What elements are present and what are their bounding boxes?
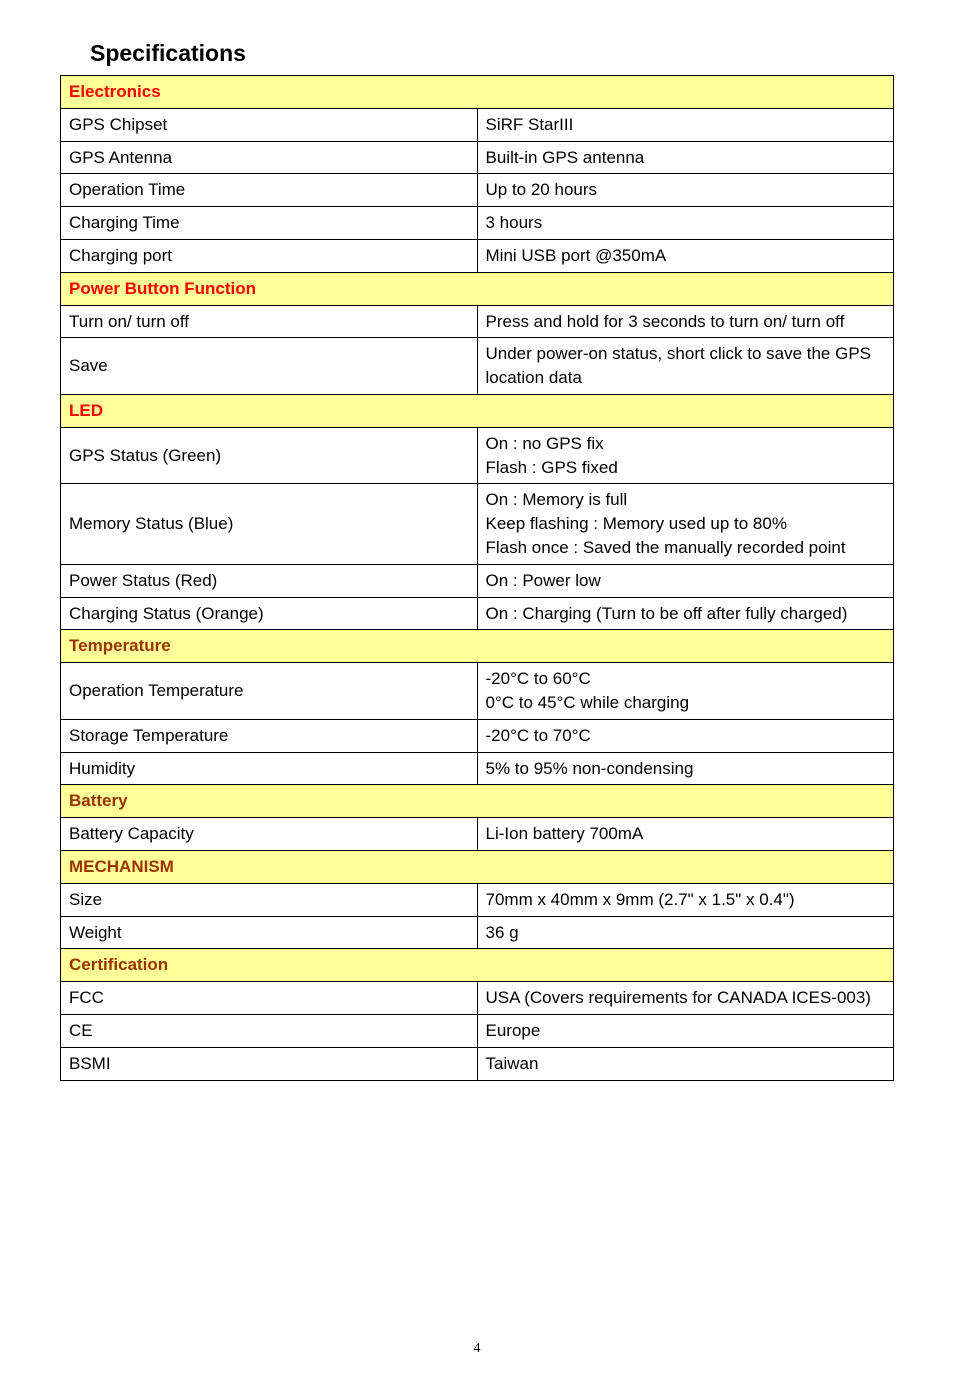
table-row: Charging Time 3 hours	[61, 207, 894, 240]
table-row: GPS Chipset SiRF StarIII	[61, 108, 894, 141]
table-row: GPS Status (Green) On : no GPS fix Flash…	[61, 427, 894, 484]
table-row: Turn on/ turn off Press and hold for 3 s…	[61, 305, 894, 338]
table-row: Storage Temperature -20°C to 70°C	[61, 719, 894, 752]
row-value: 5% to 95% non-condensing	[477, 752, 894, 785]
table-row: Weight 36 g	[61, 916, 894, 949]
row-value: On : Charging (Turn to be off after full…	[477, 597, 894, 630]
table-row: Save Under power-on status, short click …	[61, 338, 894, 395]
table-row: Humidity 5% to 95% non-condensing	[61, 752, 894, 785]
table-row: GPS Antenna Built-in GPS antenna	[61, 141, 894, 174]
row-value: 70mm x 40mm x 9mm (2.7" x 1.5" x 0.4")	[477, 883, 894, 916]
row-label: Operation Temperature	[61, 663, 478, 720]
table-row: Battery Capacity Li-Ion battery 700mA	[61, 818, 894, 851]
table-row: Memory Status (Blue) On : Memory is full…	[61, 484, 894, 564]
row-label: CE	[61, 1014, 478, 1047]
table-row: Size 70mm x 40mm x 9mm (2.7" x 1.5" x 0.…	[61, 883, 894, 916]
row-value: On : no GPS fix Flash : GPS fixed	[477, 427, 894, 484]
row-label: Battery Capacity	[61, 818, 478, 851]
row-label: Humidity	[61, 752, 478, 785]
row-label: Charging Time	[61, 207, 478, 240]
row-label: GPS Status (Green)	[61, 427, 478, 484]
row-label: GPS Chipset	[61, 108, 478, 141]
specifications-table: Electronics GPS Chipset SiRF StarIII GPS…	[60, 75, 894, 1081]
row-label: BSMI	[61, 1047, 478, 1080]
row-value: 3 hours	[477, 207, 894, 240]
row-value: Li-Ion battery 700mA	[477, 818, 894, 851]
row-label: Storage Temperature	[61, 719, 478, 752]
section-header-temperature: Temperature	[61, 630, 894, 663]
row-value: SiRF StarIII	[477, 108, 894, 141]
section-header-electronics: Electronics	[61, 76, 894, 109]
row-value: -20°C to 60°C 0°C to 45°C while charging	[477, 663, 894, 720]
table-row: Charging Status (Orange) On : Charging (…	[61, 597, 894, 630]
row-value: Mini USB port @350mA	[477, 239, 894, 272]
row-label: Charging Status (Orange)	[61, 597, 478, 630]
table-row: Operation Time Up to 20 hours	[61, 174, 894, 207]
row-value: 36 g	[477, 916, 894, 949]
table-row: BSMI Taiwan	[61, 1047, 894, 1080]
page-title: Specifications	[90, 40, 894, 67]
table-row: Power Status (Red) On : Power low	[61, 564, 894, 597]
row-value: On : Power low	[477, 564, 894, 597]
row-label: Power Status (Red)	[61, 564, 478, 597]
row-label: Memory Status (Blue)	[61, 484, 478, 564]
row-value: Europe	[477, 1014, 894, 1047]
row-label: GPS Antenna	[61, 141, 478, 174]
row-label: Operation Time	[61, 174, 478, 207]
section-header-power: Power Button Function	[61, 272, 894, 305]
table-row: Operation Temperature -20°C to 60°C 0°C …	[61, 663, 894, 720]
row-value: Built-in GPS antenna	[477, 141, 894, 174]
row-value: Up to 20 hours	[477, 174, 894, 207]
row-value: On : Memory is full Keep flashing : Memo…	[477, 484, 894, 564]
row-value: -20°C to 70°C	[477, 719, 894, 752]
row-label: FCC	[61, 982, 478, 1015]
section-header-certification: Certification	[61, 949, 894, 982]
section-header-mechanism: MECHANISM	[61, 850, 894, 883]
table-row: FCC USA (Covers requirements for CANADA …	[61, 982, 894, 1015]
page-number: 4	[60, 1341, 894, 1357]
row-label: Charging port	[61, 239, 478, 272]
row-label: Save	[61, 338, 478, 395]
row-value: Press and hold for 3 seconds to turn on/…	[477, 305, 894, 338]
row-label: Size	[61, 883, 478, 916]
row-label: Turn on/ turn off	[61, 305, 478, 338]
section-header-led: LED	[61, 394, 894, 427]
row-value: Under power-on status, short click to sa…	[477, 338, 894, 395]
row-label: Weight	[61, 916, 478, 949]
table-row: CE Europe	[61, 1014, 894, 1047]
row-value: Taiwan	[477, 1047, 894, 1080]
table-row: Charging port Mini USB port @350mA	[61, 239, 894, 272]
row-value: USA (Covers requirements for CANADA ICES…	[477, 982, 894, 1015]
section-header-battery: Battery	[61, 785, 894, 818]
